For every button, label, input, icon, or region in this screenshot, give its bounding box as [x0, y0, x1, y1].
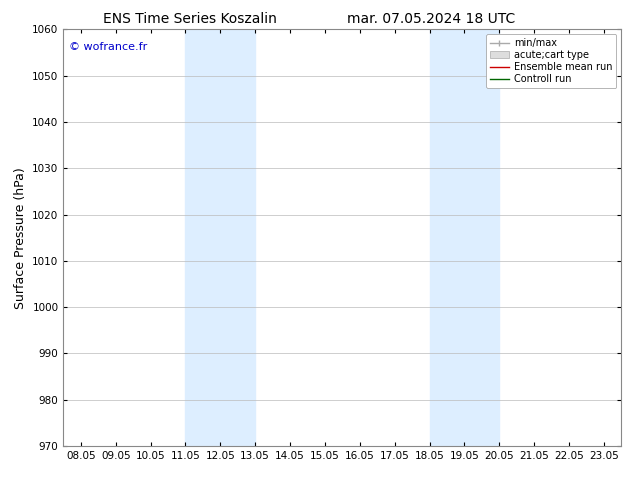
Bar — [429, 29, 500, 446]
Legend: min/max, acute;cart type, Ensemble mean run, Controll run: min/max, acute;cart type, Ensemble mean … — [486, 34, 616, 88]
Bar — [185, 29, 255, 446]
Text: ENS Time Series Koszalin: ENS Time Series Koszalin — [103, 12, 277, 26]
Text: © wofrance.fr: © wofrance.fr — [69, 42, 147, 52]
Y-axis label: Surface Pressure (hPa): Surface Pressure (hPa) — [14, 167, 27, 309]
Text: mar. 07.05.2024 18 UTC: mar. 07.05.2024 18 UTC — [347, 12, 515, 26]
